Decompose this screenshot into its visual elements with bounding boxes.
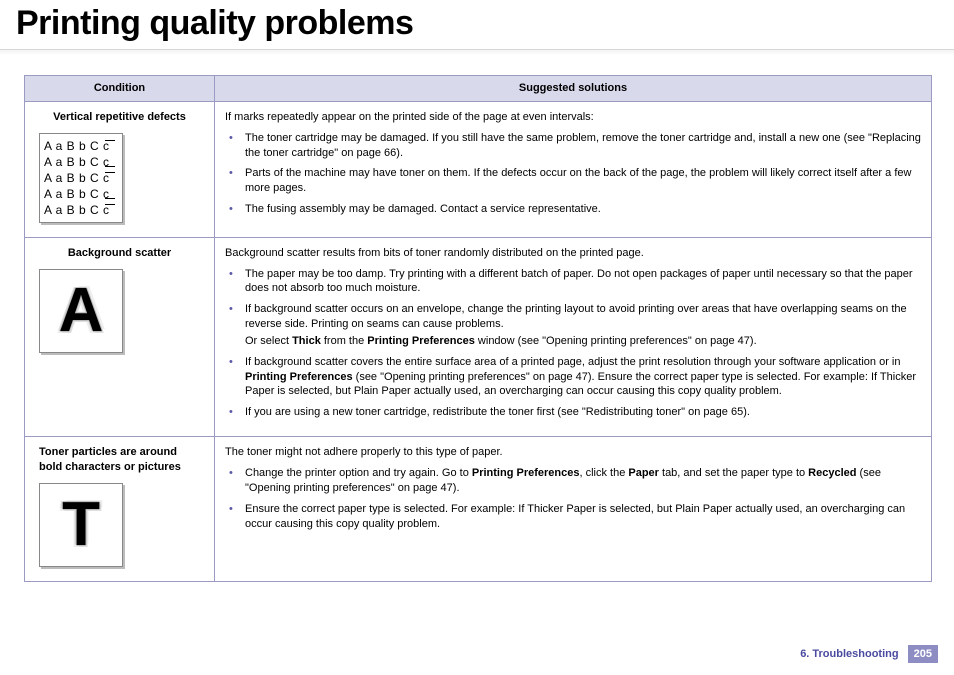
solution-item: The paper may be too damp. Try printing … [239, 267, 921, 297]
condition-cell: Vertical repetitive defects A a B b C cA … [25, 101, 215, 237]
table-row: Toner particles are around bold characte… [25, 437, 932, 582]
solution-item: The fusing assembly may be damaged. Cont… [239, 202, 921, 217]
col-condition: Condition [25, 76, 215, 102]
footer-page-number: 205 [908, 645, 938, 663]
solution-list: Change the printer option and try again.… [225, 466, 921, 531]
table-row: Vertical repetitive defects A a B b C cA … [25, 101, 932, 237]
page-footer: 6. Troubleshooting 205 [800, 645, 938, 663]
defect-sample-icon: A a B b C cA a B b C cA a B b C cA a B b… [39, 133, 123, 223]
solutions-cell: If marks repeatedly appear on the printe… [215, 101, 932, 237]
solution-item: Ensure the correct paper type is selecte… [239, 502, 921, 532]
defect-sample-icon: T [39, 483, 123, 567]
solution-item: Change the printer option and try again.… [239, 466, 921, 496]
title-rule [0, 49, 954, 55]
solution-list: The toner cartridge may be damaged. If y… [225, 131, 921, 217]
solution-item: If background scatter covers the entire … [239, 355, 921, 400]
page-title: Printing quality problems [0, 0, 954, 43]
defect-sample-icon: A [39, 269, 123, 353]
condition-label: Vertical repetitive defects [35, 110, 204, 125]
col-solutions: Suggested solutions [215, 76, 932, 102]
footer-chapter: 6. Troubleshooting [800, 648, 898, 660]
condition-cell: Background scatter A [25, 237, 215, 436]
solution-intro: If marks repeatedly appear on the printe… [225, 110, 921, 125]
solutions-cell: Background scatter results from bits of … [215, 237, 932, 436]
solution-intro: Background scatter results from bits of … [225, 246, 921, 261]
condition-cell: Toner particles are around bold characte… [25, 437, 215, 582]
solution-intro: The toner might not adhere properly to t… [225, 445, 921, 460]
solution-item: Parts of the machine may have toner on t… [239, 166, 921, 196]
condition-label: Background scatter [35, 246, 204, 261]
solution-subline: Or select Thick from the Printing Prefer… [245, 334, 921, 349]
solutions-cell: The toner might not adhere properly to t… [215, 437, 932, 582]
solution-item: If you are using a new toner cartridge, … [239, 405, 921, 420]
troubleshooting-table: Condition Suggested solutions Vertical r… [24, 75, 932, 582]
condition-label: Toner particles are around bold characte… [35, 445, 204, 475]
solution-list: The paper may be too damp. Try printing … [225, 267, 921, 421]
solution-item: If background scatter occurs on an envel… [239, 302, 921, 349]
table-body: Vertical repetitive defects A a B b C cA … [25, 101, 932, 581]
solution-item: The toner cartridge may be damaged. If y… [239, 131, 921, 161]
table-row: Background scatter A Background scatter re… [25, 237, 932, 436]
